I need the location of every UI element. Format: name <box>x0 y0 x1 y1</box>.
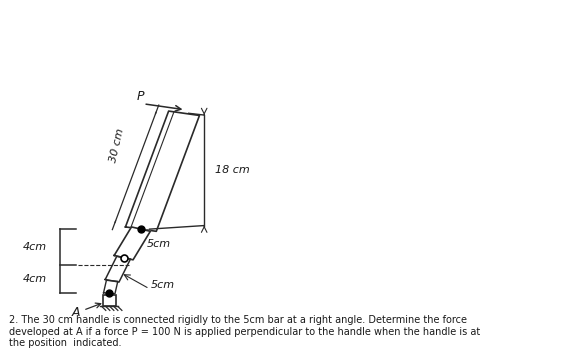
Text: 4cm: 4cm <box>23 242 47 252</box>
Text: 5cm: 5cm <box>146 239 171 249</box>
Text: 30 cm: 30 cm <box>108 127 125 164</box>
Text: 4cm: 4cm <box>23 274 47 284</box>
Text: 5cm: 5cm <box>151 280 175 290</box>
Polygon shape <box>103 280 118 294</box>
Bar <box>103 295 116 306</box>
Text: 18 cm: 18 cm <box>214 165 249 175</box>
Text: A: A <box>72 303 101 319</box>
Polygon shape <box>125 111 199 231</box>
Polygon shape <box>114 227 150 260</box>
Text: P: P <box>137 90 144 103</box>
Text: 2. The 30 cm handle is connected rigidly to the 5cm bar at a right angle. Determ: 2. The 30 cm handle is connected rigidly… <box>9 315 480 348</box>
Polygon shape <box>105 256 131 282</box>
